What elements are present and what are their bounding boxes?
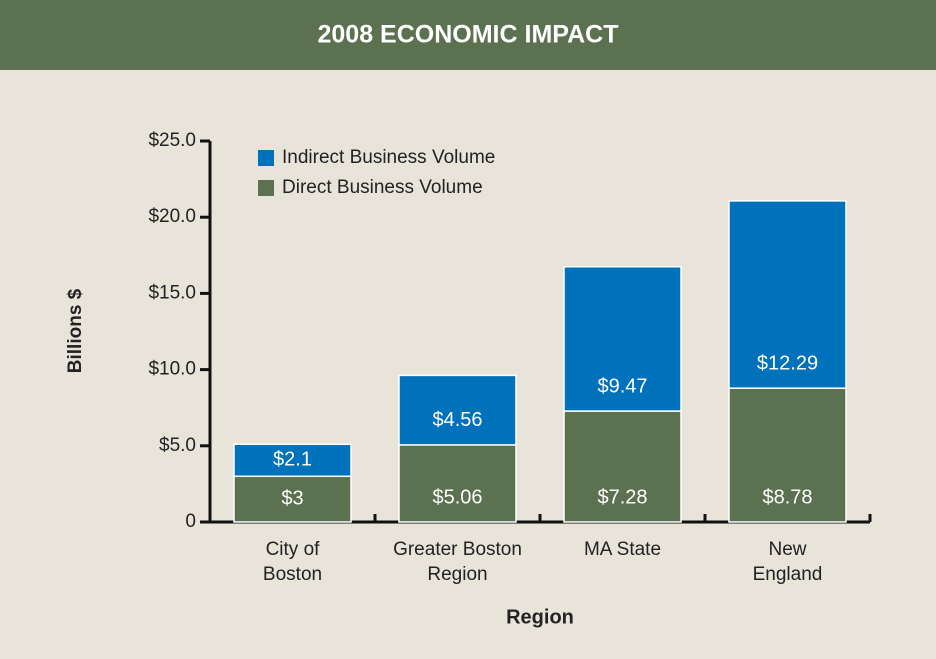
x-axis-label: Region bbox=[506, 606, 574, 628]
legend-label: Direct Business Volume bbox=[282, 177, 483, 198]
value-label: $7.28 bbox=[597, 486, 647, 508]
legend-swatch bbox=[258, 150, 274, 166]
x-tick-label: MA State bbox=[584, 539, 661, 560]
bar-segment bbox=[728, 200, 847, 389]
y-tick-label: $25.0 bbox=[148, 130, 196, 151]
value-label: $8.78 bbox=[762, 486, 812, 508]
bar-segment bbox=[398, 444, 517, 523]
legend-swatch bbox=[258, 180, 274, 196]
value-label: $12.29 bbox=[757, 352, 818, 374]
x-tick-label: Region bbox=[427, 564, 487, 585]
x-tick-label: Greater Boston bbox=[393, 539, 522, 560]
value-label: $4.56 bbox=[432, 409, 482, 431]
value-label: $2.1 bbox=[273, 449, 312, 471]
y-tick-label: $15.0 bbox=[148, 282, 196, 303]
legend-label: Indirect Business Volume bbox=[282, 147, 495, 168]
header-band bbox=[0, 0, 936, 70]
chart-title: 2008 ECONOMIC IMPACT bbox=[318, 21, 619, 49]
x-tick-label: City of bbox=[266, 539, 321, 560]
value-label: $5.06 bbox=[432, 486, 482, 508]
bar-segment bbox=[233, 443, 352, 478]
y-axis-label: Billions $ bbox=[65, 288, 86, 373]
y-tick-label: $10.0 bbox=[148, 359, 196, 380]
y-tick-label: $20.0 bbox=[148, 206, 196, 227]
y-tick-label: 0 bbox=[185, 511, 196, 532]
value-label: $9.47 bbox=[597, 375, 647, 397]
y-tick-label: $5.0 bbox=[159, 435, 196, 456]
x-tick-label: Boston bbox=[263, 564, 322, 585]
x-tick-label: England bbox=[753, 564, 823, 585]
bar-segment bbox=[563, 410, 682, 523]
bar-segment bbox=[728, 387, 847, 523]
value-label: $3 bbox=[281, 487, 303, 509]
bar-segment bbox=[563, 265, 682, 412]
x-tick-label: New bbox=[768, 539, 806, 560]
bar-segment bbox=[398, 374, 517, 446]
